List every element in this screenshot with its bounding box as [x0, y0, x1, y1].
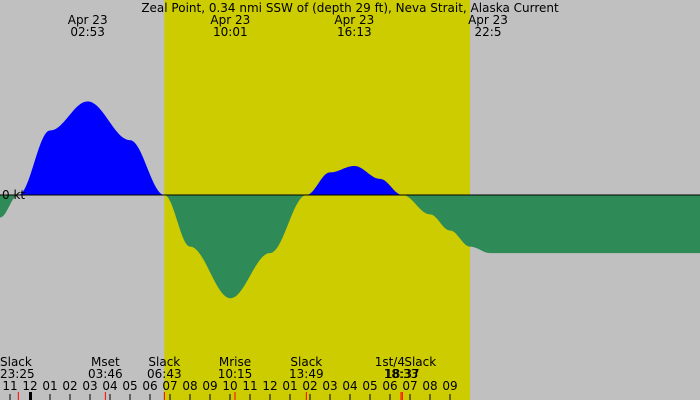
extreme-date-label: Apr 23 [68, 13, 108, 27]
event-name-label: 1st/4 [375, 355, 405, 369]
flood-current-area [0, 101, 700, 195]
event-name-label: Slack [0, 355, 32, 369]
midnight-marker [29, 392, 32, 400]
hour-tick-label: 11 [2, 379, 17, 393]
hour-tick-label: 10 [222, 379, 237, 393]
hour-tick-label: 11 [242, 379, 257, 393]
hour-tick-label: 02 [62, 379, 77, 393]
hour-tick-label: 01 [282, 379, 297, 393]
event-labels: Slack23:25Mset03:46Slack06:43Mrise10:15S… [0, 355, 436, 400]
hour-axis: 11 12 01 02 03 04 05 06 07 08 09 10 11 12 01 02 03 04 05 06… [2, 379, 458, 400]
extreme-time-label: 22:5 [475, 25, 502, 39]
extreme-date-label: Apr 23 [334, 13, 374, 27]
hour-tick-label: 07 [162, 379, 177, 393]
extreme-time-label: 16:13 [337, 25, 372, 39]
hour-tick-label: 09 [442, 379, 457, 393]
event-name-label: Slack [148, 355, 180, 369]
hour-tick-label: 08 [182, 379, 197, 393]
hour-tick-label: 05 [362, 379, 377, 393]
hour-tick-label: 06 [142, 379, 157, 393]
event-time-label: 13:49 [289, 367, 324, 381]
hour-tick-label: 09 [202, 379, 217, 393]
extreme-date-label: Apr 23 [468, 13, 508, 27]
chart-title: Zeal Point, 0.34 nmi SSW of (depth 29 ft… [141, 1, 559, 15]
event-name-label: Slack [404, 355, 436, 369]
event-time-label: 18:37 [385, 367, 420, 381]
hour-tick-label: 07 [402, 379, 417, 393]
event-time-label: 03:46 [88, 367, 123, 381]
event-time-label: 10:15 [218, 367, 253, 381]
event-name-label: Mrise [219, 355, 251, 369]
hour-tick-label: 02 [302, 379, 317, 393]
zero-kt-label: 0 kt [2, 188, 25, 202]
event-name-label: Mset [91, 355, 120, 369]
event-time-label: 06:43 [147, 367, 182, 381]
hour-tick-label: 03 [82, 379, 97, 393]
hour-tick-label: 01 [42, 379, 57, 393]
hour-tick-label: 08 [422, 379, 437, 393]
extreme-date-label: Apr 23 [210, 13, 250, 27]
ebb-current-area [0, 195, 700, 299]
extreme-time-label: 10:01 [213, 25, 248, 39]
event-time-label: 18:33 [384, 367, 419, 381]
hour-tick-label: 04 [102, 379, 117, 393]
hour-tick-label: 06 [382, 379, 397, 393]
event-time-label: 23:25 [0, 367, 35, 381]
hour-tick-label: 12 [262, 379, 277, 393]
extreme-time-label: 02:53 [70, 25, 105, 39]
event-name-label: Slack [290, 355, 322, 369]
hour-tick-label: 05 [122, 379, 137, 393]
hour-tick-label: 03 [322, 379, 337, 393]
hour-tick-label: 04 [342, 379, 357, 393]
hour-tick-label: 12 [22, 379, 37, 393]
